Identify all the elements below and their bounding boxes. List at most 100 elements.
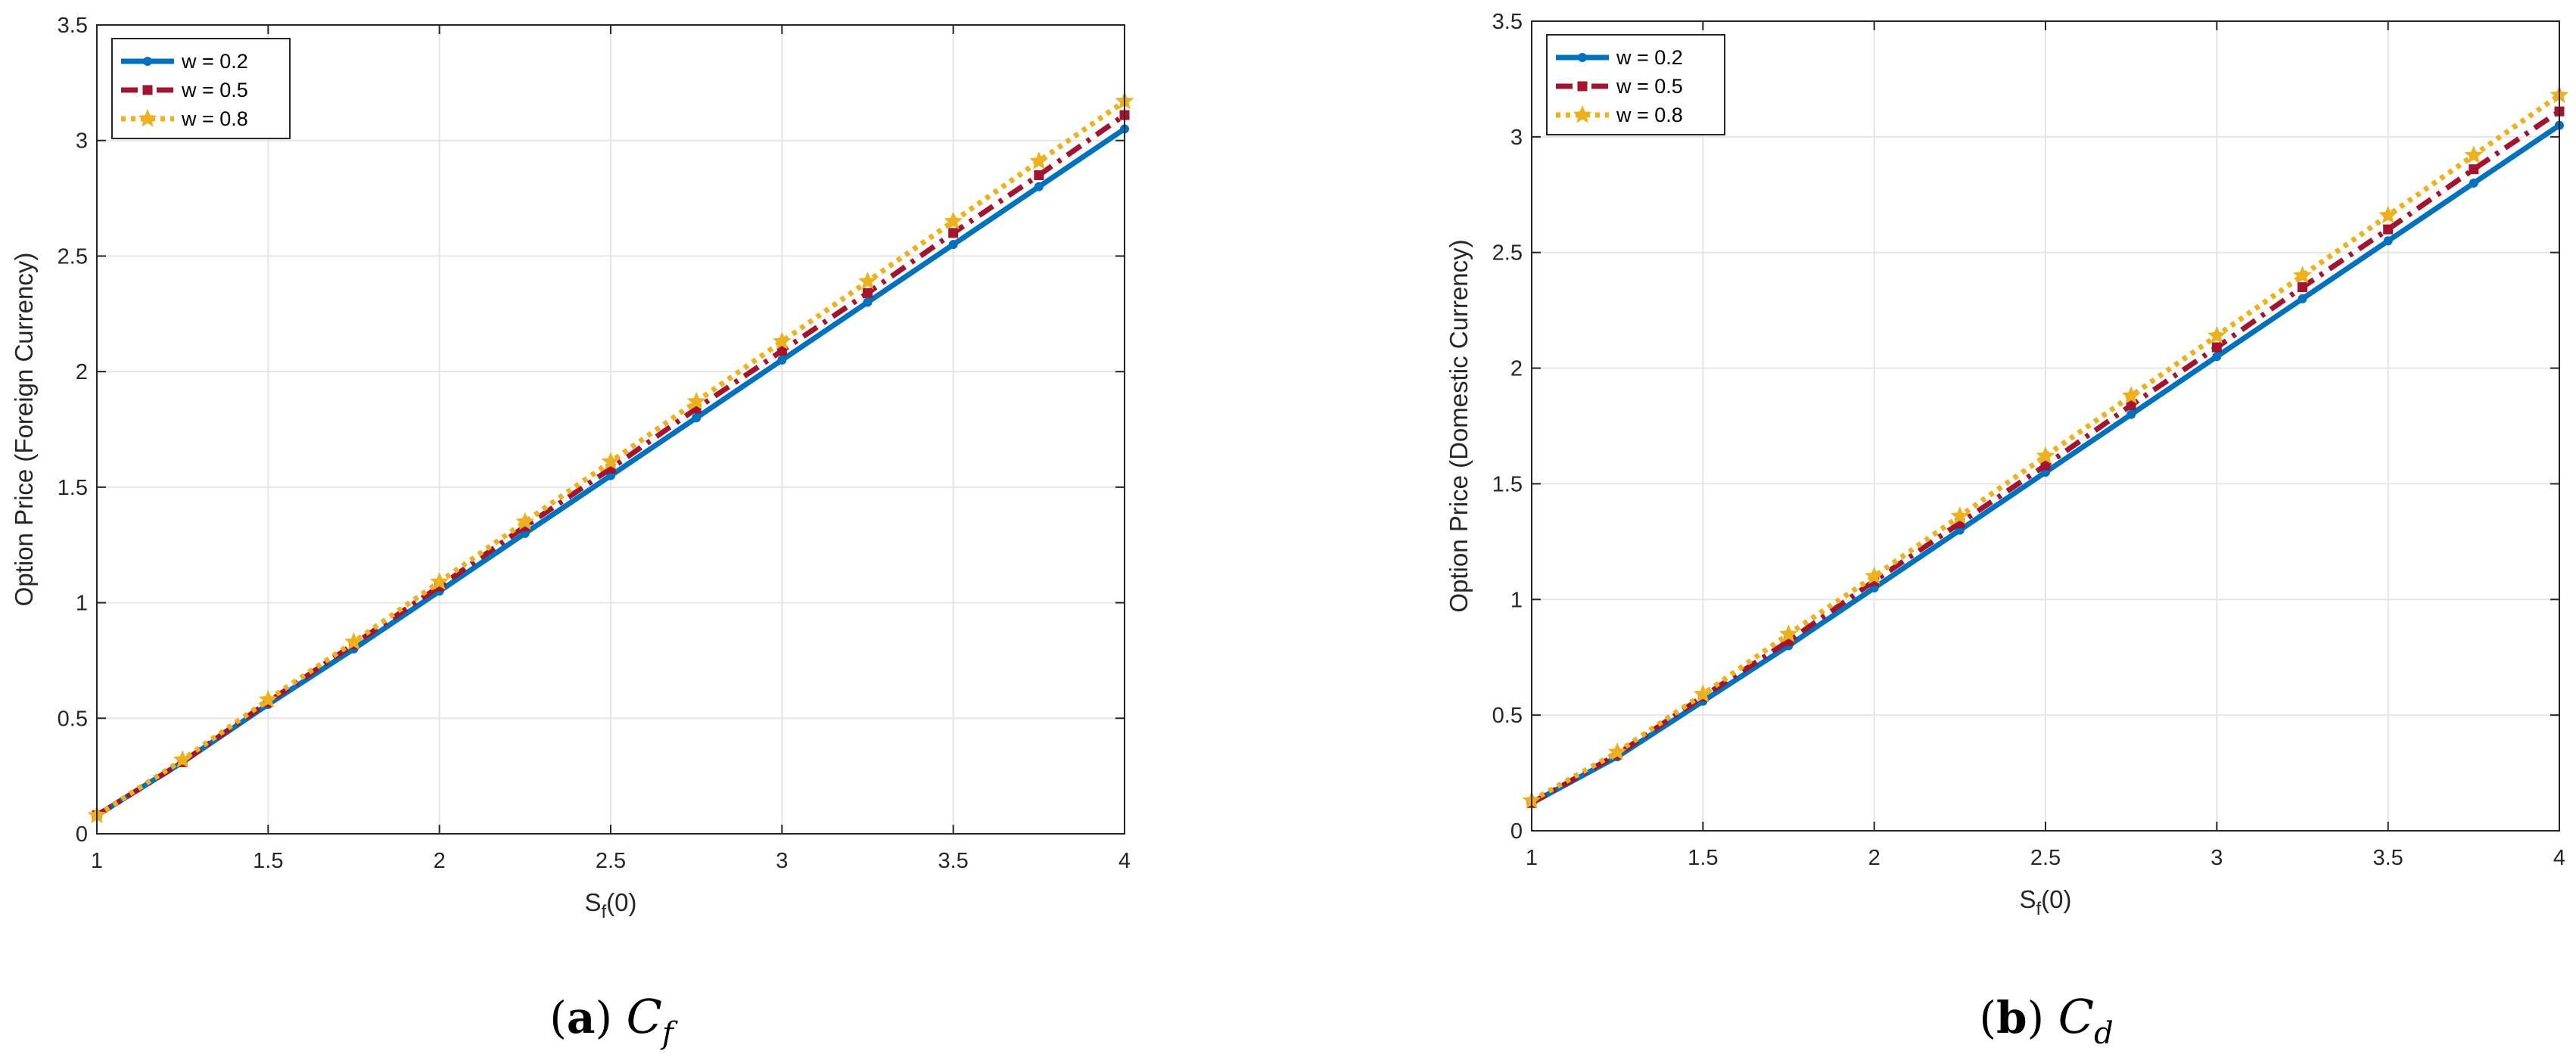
x-tick-label: 4 (1118, 849, 1131, 873)
legend-marker (143, 57, 152, 66)
x-axis-label: Sf(0) (584, 888, 636, 922)
data-point (777, 355, 787, 365)
x-axis-label: Sf(0) (2019, 885, 2071, 919)
x-tick-label: 4 (2553, 846, 2565, 870)
y-tick-label: 1.5 (58, 476, 88, 500)
data-point (173, 750, 192, 768)
caption-symbol: C (627, 989, 662, 1044)
data-point (2298, 282, 2307, 293)
legend-label: w = 0.2 (1616, 46, 1683, 69)
x-tick-label: 2 (1868, 846, 1881, 870)
panel-b: 1 1.5 2 2.5 3 3.5 4 0 0.5 1 1.5 2 2.5 3 3.5 Sf(0) Option… (1445, 10, 2569, 1051)
x-tick-label: 1 (91, 849, 103, 873)
y-tick-label: 2 (1510, 357, 1523, 381)
legend-marker (138, 109, 157, 127)
data-point (1950, 506, 1970, 524)
x-axis-label-main: S (584, 888, 601, 916)
legend-marker (142, 85, 153, 95)
x-tick-label: 2.5 (2030, 846, 2061, 870)
data-point (2383, 224, 2394, 235)
y-tick-label: 2 (76, 360, 88, 384)
y-tick-label: 2.5 (1492, 241, 1523, 266)
y-axis-label: Option Price (Foreign Currency) (10, 253, 38, 607)
caption-subscript: d (2094, 1016, 2114, 1051)
panel-caption: (a) Cf (549, 989, 678, 1051)
data-point (863, 288, 873, 298)
legend-label: w = 0.2 (181, 50, 248, 73)
data-point (430, 572, 449, 590)
y-tick-label: 1.5 (1492, 472, 1523, 496)
caption-paren-open: ( (1979, 992, 1996, 1043)
caption-paren-open: ( (549, 992, 567, 1043)
y-tick-label: 0 (1510, 819, 1523, 844)
data-point (2212, 352, 2222, 362)
y-tick-label: 0.5 (1492, 704, 1523, 728)
data-point (2207, 325, 2226, 344)
x-axis-label-tail: (0) (606, 888, 636, 916)
caption-paren-close: ) (595, 992, 626, 1043)
y-tick-label: 3 (1510, 126, 1523, 150)
data-point (2211, 342, 2222, 353)
data-point (2469, 179, 2478, 188)
x-tick-label: 1.5 (1688, 846, 1718, 870)
legend-box (111, 38, 291, 139)
legend-marker (1578, 53, 1587, 62)
data-point (692, 413, 702, 423)
data-point (1694, 684, 1713, 703)
x-tick-label: 3.5 (938, 849, 969, 873)
y-tick-label: 3.5 (1492, 10, 1523, 34)
x-tick-label: 2 (434, 849, 446, 873)
y-tick-label: 3 (76, 129, 88, 154)
data-point (2040, 460, 2051, 471)
panel-a: 1 1.5 2 2.5 3 3.5 4 0 0.5 1 1.5 2 2.5 3 3.5 Sf(0) Option… (10, 14, 1134, 1051)
x-tick-label: 2.5 (596, 849, 626, 873)
x-tick-label: 1 (1526, 846, 1538, 870)
data-point (1865, 566, 1884, 585)
data-point (2126, 409, 2136, 419)
caption-paren-close: ) (2027, 992, 2058, 1043)
data-point (344, 632, 363, 650)
data-point (1034, 170, 1044, 181)
data-point (773, 331, 792, 350)
x-tick-label: 3.5 (2373, 846, 2403, 870)
data-point (944, 211, 963, 230)
data-point (2298, 294, 2307, 303)
data-point (863, 297, 873, 307)
data-point (686, 391, 706, 410)
x-axis-label-subscript: f (602, 902, 607, 922)
data-point (259, 689, 278, 708)
data-point (1034, 182, 1044, 191)
legend-label: w = 0.8 (1616, 104, 1683, 126)
data-point (2126, 399, 2136, 410)
caption-label: a (567, 992, 596, 1043)
x-axis-label-tail: (0) (2041, 885, 2071, 913)
x-tick-label: 1.5 (253, 849, 283, 873)
data-point (2293, 266, 2312, 284)
legend-marker (1573, 105, 1592, 123)
data-point (515, 511, 535, 530)
x-axis-label-subscript: f (2036, 899, 2042, 919)
data-point (2464, 145, 2484, 163)
caption-label: b (1996, 992, 2027, 1043)
data-point (948, 240, 958, 250)
panel-caption: (b) Cd (1979, 989, 2113, 1051)
data-point (776, 346, 787, 356)
data-point (601, 452, 621, 470)
y-tick-label: 0 (76, 822, 88, 847)
y-tick-label: 3.5 (58, 14, 88, 38)
data-point (858, 272, 877, 290)
data-point (2383, 236, 2393, 246)
legend-box (1546, 34, 1725, 135)
legend-marker (1577, 81, 1588, 92)
x-axis-label-main: S (2019, 885, 2036, 913)
y-axis-label: Option Price (Domestic Currency) (1445, 239, 1473, 612)
data-point (2121, 386, 2141, 404)
legend-label: w = 0.8 (181, 107, 248, 130)
x-tick-label: 3 (2210, 846, 2223, 870)
data-point (2469, 164, 2479, 175)
y-tick-label: 1 (76, 592, 88, 616)
x-tick-label: 3 (776, 849, 788, 873)
y-tick-label: 2.5 (58, 244, 88, 269)
y-tick-label: 1 (1510, 588, 1523, 612)
